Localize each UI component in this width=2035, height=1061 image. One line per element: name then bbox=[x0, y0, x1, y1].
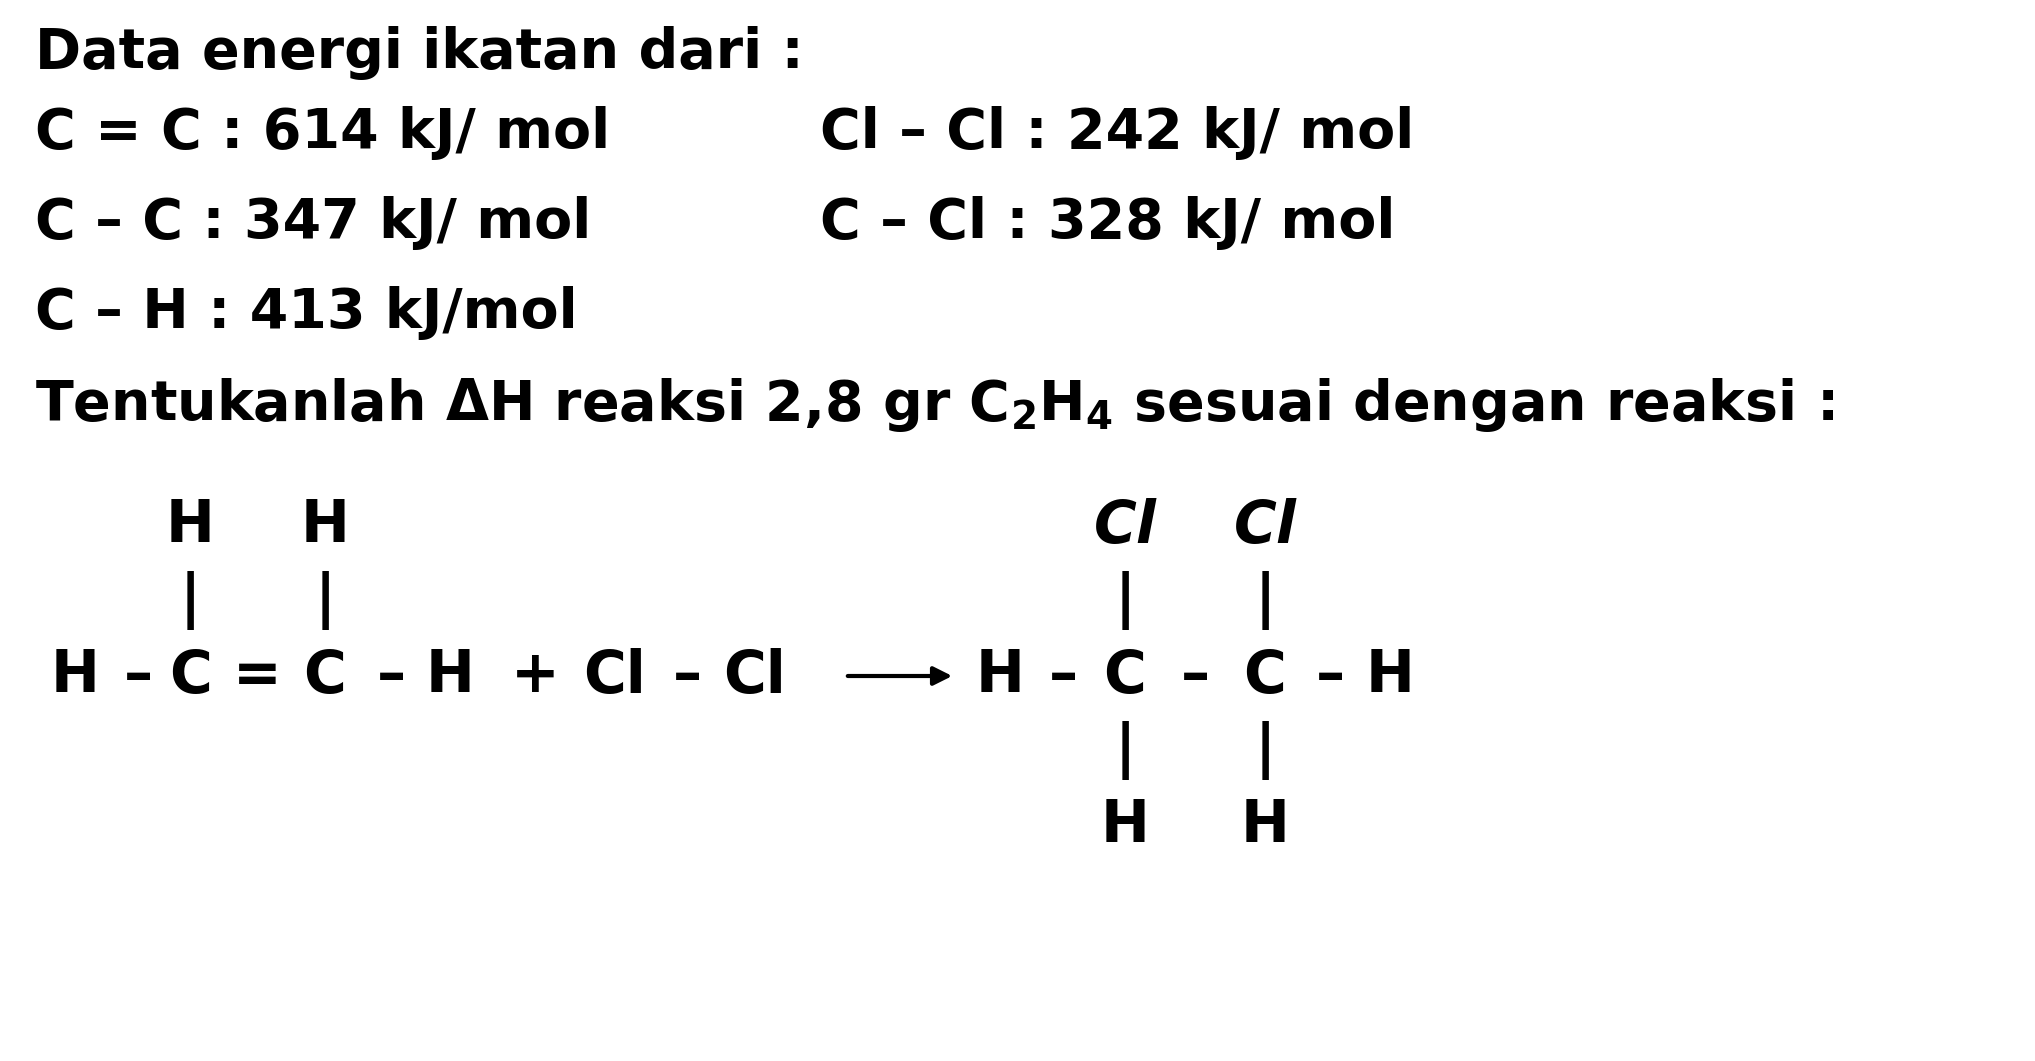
Text: |: | bbox=[1254, 721, 1276, 781]
Text: |: | bbox=[179, 572, 201, 630]
Text: H: H bbox=[1365, 647, 1414, 705]
Text: C: C bbox=[1103, 647, 1146, 705]
Text: –: – bbox=[1315, 647, 1345, 705]
Text: C – C : 347 kJ/ mol: C – C : 347 kJ/ mol bbox=[35, 196, 592, 250]
Text: |: | bbox=[313, 572, 336, 630]
Text: C = C : 614 kJ/ mol: C = C : 614 kJ/ mol bbox=[35, 106, 610, 160]
Text: H: H bbox=[975, 647, 1024, 705]
Text: H: H bbox=[1101, 798, 1150, 854]
Text: H: H bbox=[51, 647, 100, 705]
Text: Tentukanlah $\mathbf{\Delta}$H reaksi 2,8 gr C$\mathbf{_2}$H$\mathbf{_4}$ sesuai: Tentukanlah $\mathbf{\Delta}$H reaksi 2,… bbox=[35, 376, 1834, 434]
Text: H: H bbox=[425, 647, 474, 705]
Text: C: C bbox=[169, 647, 212, 705]
Text: =: = bbox=[232, 647, 281, 705]
Text: Cl – Cl : 242 kJ/ mol: Cl – Cl : 242 kJ/ mol bbox=[820, 106, 1414, 160]
Text: C: C bbox=[303, 647, 346, 705]
Text: C – H : 413 kJ/mol: C – H : 413 kJ/mol bbox=[35, 286, 578, 340]
Text: Cl: Cl bbox=[1233, 498, 1296, 555]
Text: H: H bbox=[301, 498, 350, 555]
Text: Cl: Cl bbox=[584, 647, 647, 705]
Text: |: | bbox=[1115, 572, 1136, 630]
Text: +: + bbox=[511, 647, 560, 705]
Text: Data energi ikatan dari :: Data energi ikatan dari : bbox=[35, 27, 804, 80]
Text: C: C bbox=[1243, 647, 1286, 705]
Text: Cl: Cl bbox=[1093, 498, 1156, 555]
Text: –: – bbox=[124, 647, 153, 705]
Text: –: – bbox=[1048, 647, 1079, 705]
Text: C – Cl : 328 kJ/ mol: C – Cl : 328 kJ/ mol bbox=[820, 196, 1396, 250]
Text: Cl: Cl bbox=[724, 647, 786, 705]
Text: –: – bbox=[672, 647, 702, 705]
Text: |: | bbox=[1254, 572, 1276, 630]
Text: |: | bbox=[1115, 721, 1136, 781]
Text: –: – bbox=[376, 647, 405, 705]
Text: H: H bbox=[165, 498, 214, 555]
Text: –: – bbox=[1180, 647, 1209, 705]
Text: H: H bbox=[1241, 798, 1290, 854]
